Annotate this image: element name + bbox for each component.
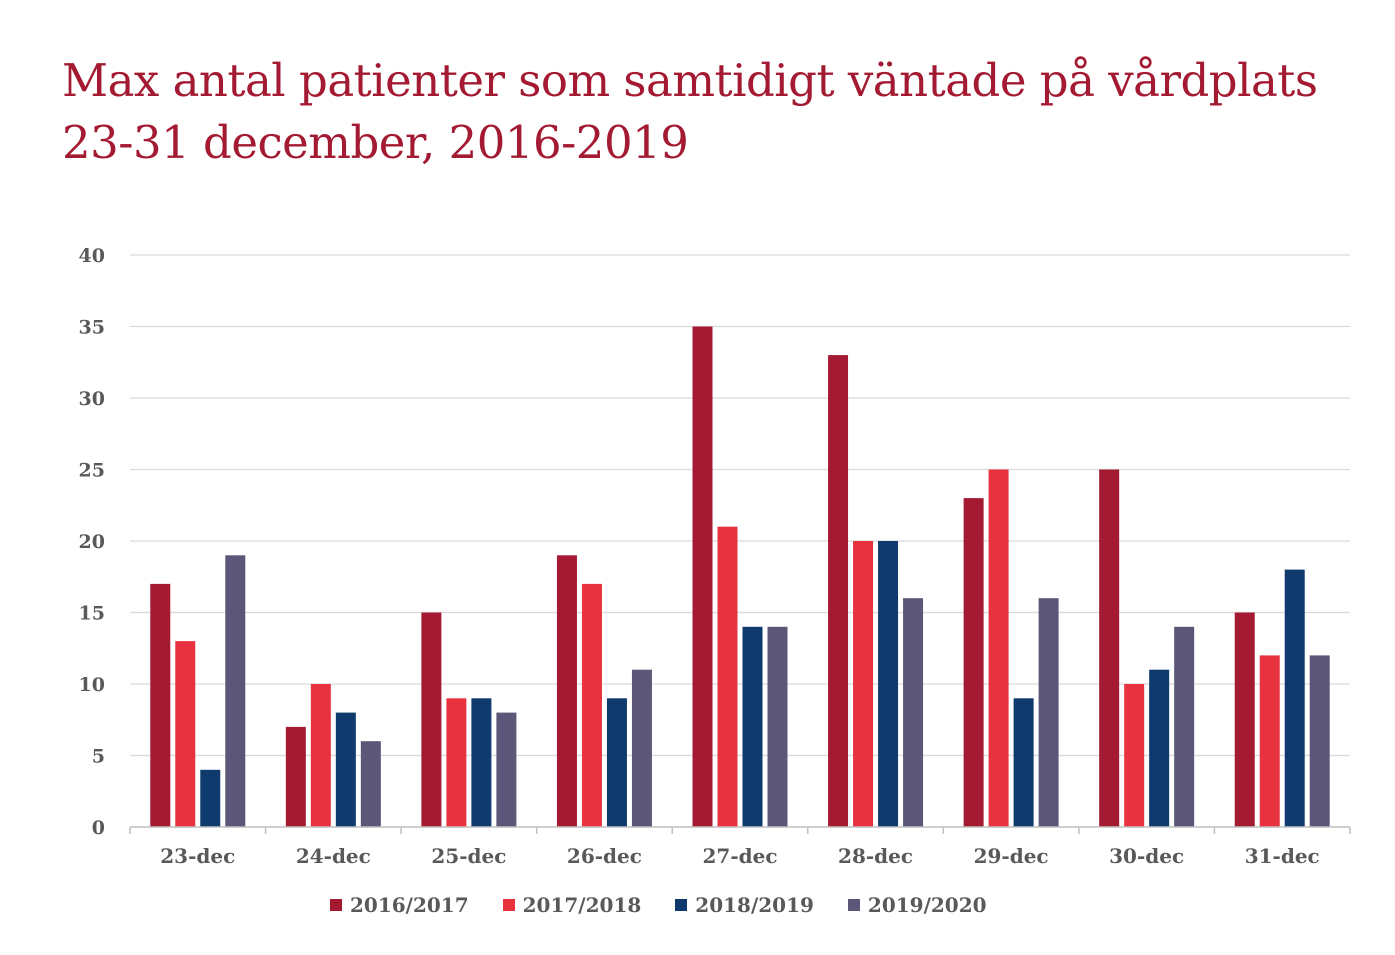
- y-tick-label: 40: [79, 245, 105, 267]
- bar-2017-2018-30-dec: [1124, 684, 1145, 827]
- bar-2019-2020-23-dec: [225, 555, 246, 827]
- legend-item: 2019/2020: [847, 893, 987, 917]
- chart-title-line1: Max antal patienter som samtidigt väntad…: [62, 54, 1318, 107]
- bar-2019-2020-31-dec: [1309, 655, 1330, 827]
- y-tick-label: 5: [92, 746, 105, 768]
- bar-2019-2020-27-dec: [767, 626, 788, 827]
- legend-swatch: [330, 899, 342, 911]
- bar-2018-2019-28-dec: [878, 541, 899, 827]
- x-tick-label: 31-dec: [1245, 844, 1320, 868]
- bar-2017-2018-23-dec: [175, 641, 196, 827]
- bar-2016-2017-23-dec: [150, 583, 171, 827]
- chart-title-line2: 23-31 december, 2016-2019: [62, 116, 689, 169]
- bar-2017-2018-27-dec: [717, 526, 738, 827]
- bar-2019-2020-28-dec: [903, 598, 924, 827]
- bar-2016-2017-28-dec: [828, 355, 849, 827]
- y-tick-label: 15: [79, 603, 105, 625]
- bar-2018-2019-31-dec: [1284, 569, 1305, 827]
- bar-2016-2017-31-dec: [1234, 612, 1255, 827]
- x-tick-label: 28-dec: [838, 844, 913, 868]
- bar-2017-2018-24-dec: [310, 684, 331, 827]
- bar-2018-2019-25-dec: [471, 698, 492, 827]
- bar-2017-2018-31-dec: [1259, 655, 1280, 827]
- x-tick-label: 24-dec: [296, 844, 371, 868]
- x-tick-label: 25-dec: [431, 844, 506, 868]
- bar-2017-2018-28-dec: [853, 541, 874, 827]
- x-axis-labels: 23-dec 24-dec 25-dec 26-dec 27-dec 28-dec 29-d…: [160, 844, 1319, 868]
- bar-2017-2018-25-dec: [446, 698, 467, 827]
- x-tick-label: 29-dec: [974, 844, 1049, 868]
- y-tick-label: 20: [79, 531, 105, 553]
- legend-label: 2018/2019: [695, 893, 814, 917]
- bar-2016-2017-25-dec: [421, 612, 442, 827]
- bar-2019-2020-26-dec: [631, 669, 652, 827]
- y-tick-label: 30: [79, 388, 105, 410]
- legend-item: 2017/2018: [502, 893, 642, 917]
- legend-label: 2019/2020: [867, 893, 987, 917]
- bar-2018-2019-30-dec: [1149, 669, 1170, 827]
- y-tick-label: 10: [79, 674, 105, 696]
- bar-2017-2018-26-dec: [581, 583, 602, 827]
- legend-swatch: [502, 899, 515, 911]
- bar-2017-2018-29-dec: [988, 469, 1009, 827]
- y-axis-ticks: 0 5 10 15 20 25 30 35 40: [79, 245, 105, 839]
- bar-2016-2017-27-dec: [692, 326, 713, 827]
- bar-2019-2020-30-dec: [1174, 626, 1195, 827]
- bar-2016-2017-26-dec: [556, 555, 577, 827]
- chart-title: Max antal patienter som samtidigt väntad…: [62, 50, 1362, 174]
- bar-2016-2017-24-dec: [285, 726, 306, 827]
- bar-2019-2020-29-dec: [1038, 598, 1059, 827]
- legend-swatch: [675, 899, 688, 911]
- x-axis: [129, 826, 1351, 834]
- gridlines: [130, 254, 1350, 757]
- y-tick-label: 0: [92, 817, 105, 839]
- x-tick-label: 23-dec: [160, 844, 235, 868]
- bar-2018-2019-26-dec: [606, 698, 627, 827]
- bar-2019-2020-25-dec: [496, 712, 517, 827]
- legend-swatch: [847, 899, 860, 911]
- x-tick-label: 26-dec: [567, 844, 642, 868]
- legend-item: 2016/2017: [330, 893, 469, 917]
- bar-2018-2019-29-dec: [1013, 698, 1034, 827]
- bars: [150, 326, 1330, 827]
- x-tick-label: 27-dec: [702, 844, 777, 868]
- legend-label: 2016/2017: [350, 893, 469, 917]
- bar-2018-2019-23-dec: [200, 769, 221, 827]
- y-tick-label: 25: [79, 460, 105, 482]
- bar-2018-2019-24-dec: [335, 712, 356, 827]
- bar-2018-2019-27-dec: [742, 626, 763, 827]
- bar-2016-2017-29-dec: [963, 498, 984, 827]
- legend-item: 2018/2019: [675, 893, 814, 917]
- bar-2016-2017-30-dec: [1099, 469, 1120, 827]
- y-tick-label: 35: [79, 317, 105, 339]
- legend-label: 2017/2018: [522, 893, 642, 917]
- bar-2019-2020-24-dec: [360, 741, 381, 827]
- legend: 2016/2017 2017/2018 2018/2019 2019/2020: [0, 888, 1395, 922]
- x-tick-label: 30-dec: [1109, 844, 1184, 868]
